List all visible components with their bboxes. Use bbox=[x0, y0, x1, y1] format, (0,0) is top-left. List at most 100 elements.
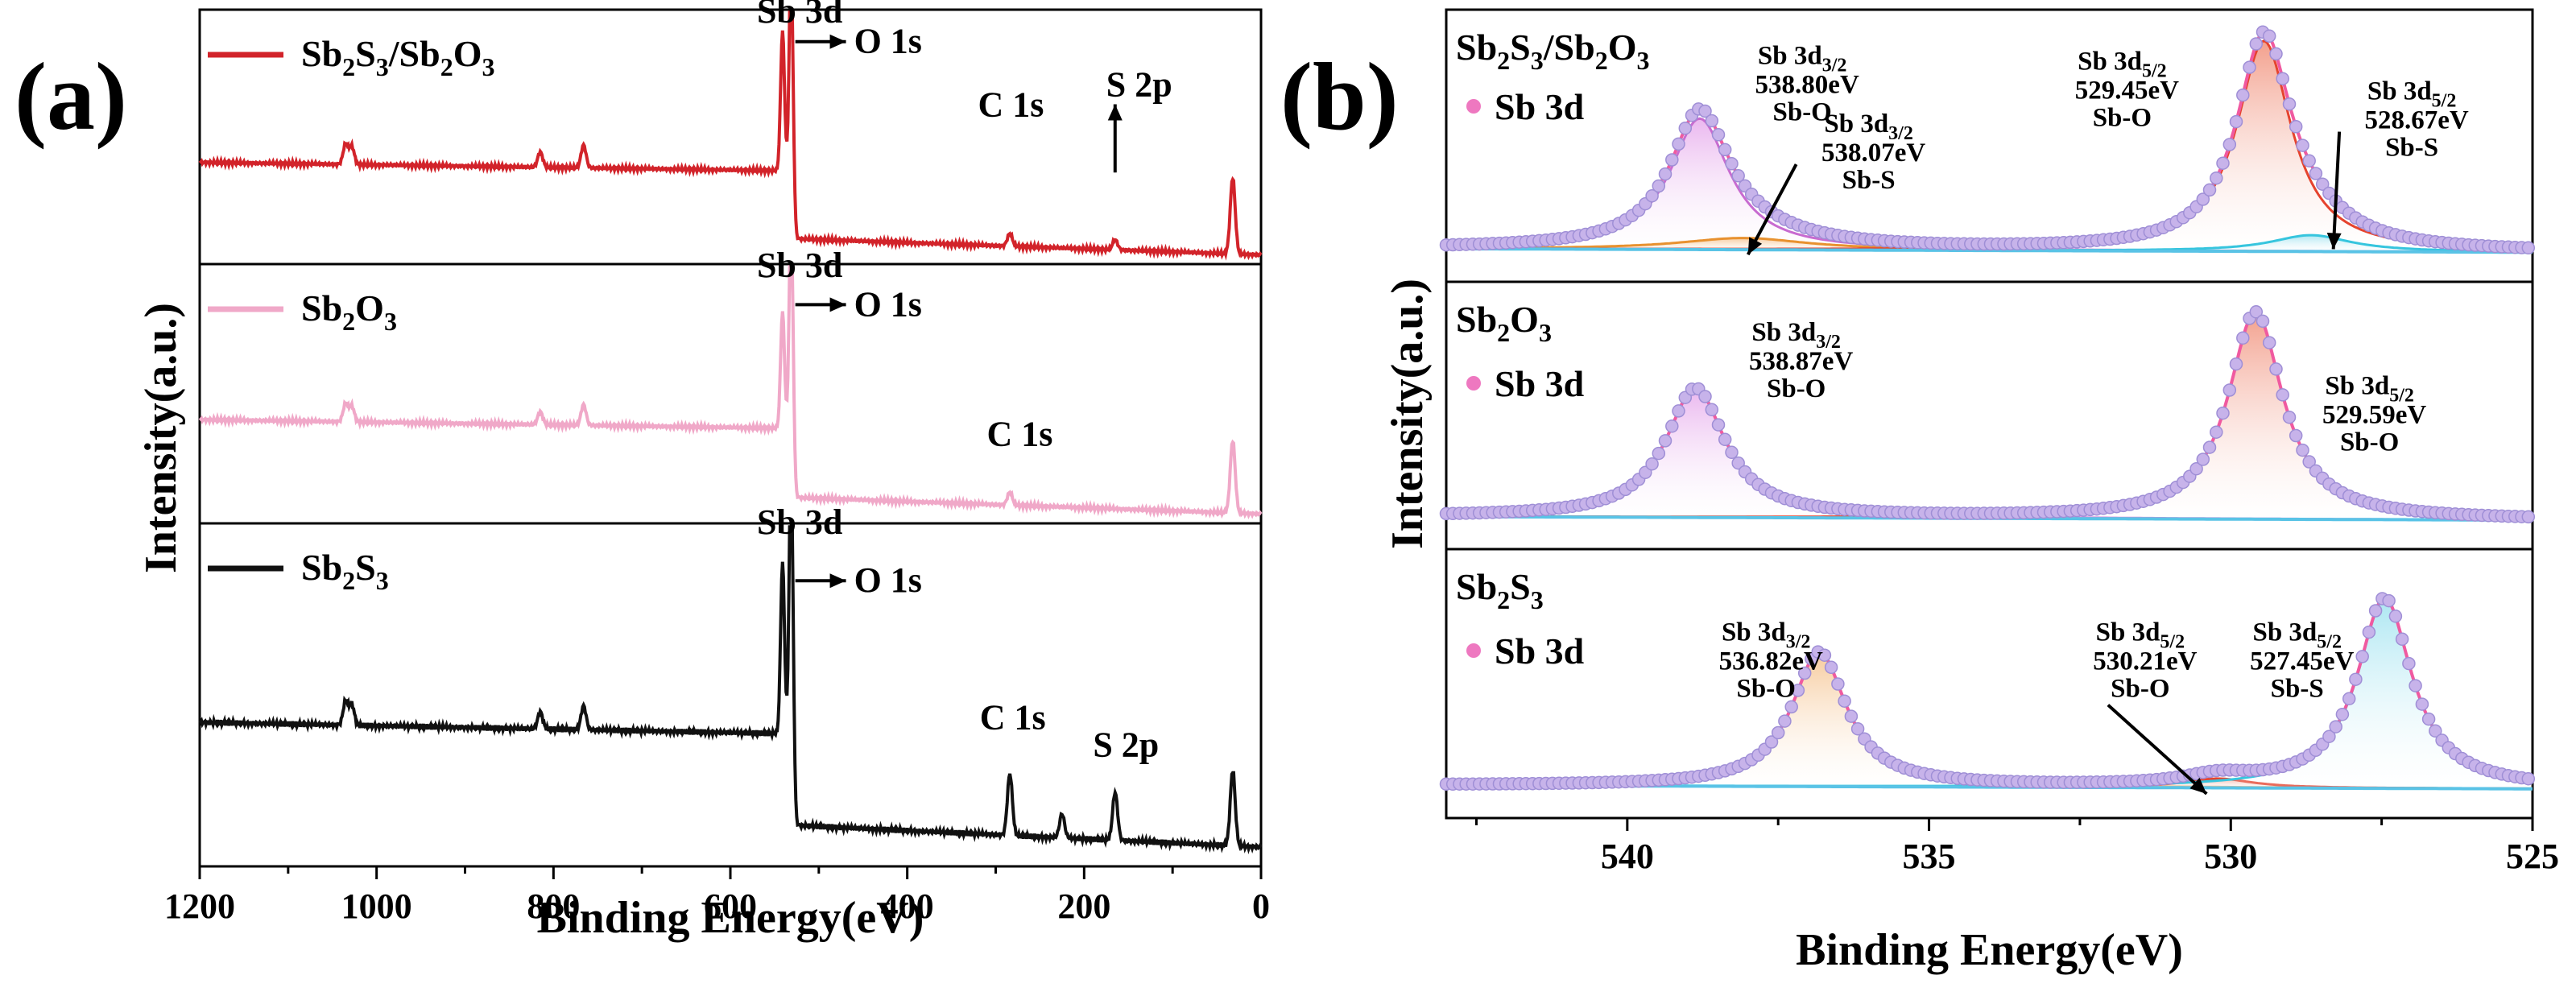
component-line-0-2 bbox=[1446, 39, 2533, 250]
peak-label-0-2: C 1s bbox=[978, 85, 1044, 125]
series-line-1 bbox=[198, 265, 1263, 520]
legend-label-1: Sb2O3 bbox=[301, 287, 397, 336]
data-point bbox=[2302, 154, 2316, 167]
data-point bbox=[2388, 610, 2403, 623]
panel-a: (a) Sb2S3/Sb2O3 Sb 3d O 1s C 1s S 2p Sb2O3 Sb 3… bbox=[14, 0, 1270, 943]
data-point bbox=[1824, 660, 1838, 675]
data-point bbox=[1791, 684, 1805, 697]
data-point bbox=[1764, 735, 1779, 749]
data-point bbox=[1850, 721, 1865, 736]
peak-label-2-0: Sb 3d bbox=[757, 502, 842, 542]
data-point bbox=[2210, 425, 2223, 439]
panel-b-frame bbox=[1445, 8, 2534, 820]
data-point bbox=[2269, 47, 2283, 61]
data-point bbox=[1665, 419, 1679, 433]
ann-arrow-2-1 bbox=[2107, 704, 2208, 796]
data-point bbox=[2196, 453, 2210, 466]
ann-bond-2-0: Sb-O bbox=[1737, 675, 1796, 704]
ann-bond-1-1: Sb-O bbox=[2340, 428, 2399, 457]
peak-label-0-1: O 1s bbox=[854, 22, 922, 61]
legend-label-0: Sb2S3/Sb2O3 bbox=[301, 33, 495, 81]
data-point bbox=[1698, 390, 1712, 403]
data-point bbox=[1731, 456, 1745, 470]
component-fill-1-1 bbox=[1446, 312, 2533, 520]
data-point bbox=[2429, 724, 2442, 738]
data-point bbox=[2256, 314, 2270, 329]
data-point bbox=[2229, 357, 2243, 371]
data-point bbox=[2335, 707, 2350, 721]
component-fill-1-0 bbox=[1446, 388, 2533, 520]
x-tick-label-b-3: 525 bbox=[2506, 837, 2559, 876]
data-point bbox=[1705, 114, 1719, 128]
data-point bbox=[2216, 156, 2230, 170]
x-tick-label-b-1: 535 bbox=[1903, 837, 1956, 876]
data-point bbox=[2269, 362, 2283, 376]
data-markers-0 bbox=[1439, 25, 2536, 255]
data-point bbox=[1718, 432, 1732, 447]
data-point bbox=[1658, 167, 1673, 181]
series-line-0 bbox=[198, 10, 1263, 261]
x-tick-label-a-6: 0 bbox=[1252, 886, 1270, 926]
data-point bbox=[1645, 188, 1659, 203]
data-point bbox=[1731, 169, 1745, 183]
data-point bbox=[1652, 446, 1666, 461]
peak-label-1-2: C 1s bbox=[987, 414, 1053, 453]
data-point bbox=[2210, 171, 2223, 185]
data-point bbox=[2322, 729, 2336, 743]
data-point bbox=[2289, 428, 2303, 443]
data-point bbox=[2236, 88, 2250, 102]
ann-energy-1-1: 529.59eV bbox=[2322, 400, 2426, 429]
data-point bbox=[1831, 677, 1845, 691]
data-point bbox=[2222, 383, 2237, 397]
data-point bbox=[2296, 443, 2309, 457]
data-point bbox=[2349, 672, 2363, 686]
x-tick-label-a-0: 1200 bbox=[164, 886, 235, 926]
data-point bbox=[2236, 331, 2250, 345]
ann-energy-1-0: 538.87eV bbox=[1749, 347, 1853, 376]
ann-energy-0-2: 529.45eV bbox=[2075, 76, 2179, 105]
o1s-arrow-2-head bbox=[829, 573, 846, 589]
component-fill-0-3 bbox=[1446, 235, 2533, 253]
panel-b-label: (b) bbox=[1280, 43, 1399, 150]
legend-name-b-2: Sb2S3 bbox=[1456, 566, 1544, 614]
x-tick-label-a-1: 1000 bbox=[341, 886, 412, 926]
data-point bbox=[1718, 143, 1732, 157]
data-point bbox=[1705, 403, 1719, 417]
data-point bbox=[1665, 153, 1679, 167]
data-point bbox=[1725, 157, 1739, 171]
peak-label-1-1: O 1s bbox=[854, 284, 922, 324]
data-point bbox=[2249, 305, 2264, 319]
data-point bbox=[2521, 510, 2536, 524]
peak-label-1-0: Sb 3d bbox=[757, 246, 842, 285]
legend-name-b-0: Sb2S3/Sb2O3 bbox=[1456, 27, 1650, 75]
data-point bbox=[2216, 406, 2230, 420]
o1s-arrow-0-head bbox=[829, 34, 846, 49]
data-point bbox=[2196, 192, 2210, 206]
component-fill-2-2 bbox=[1446, 598, 2533, 789]
data-point bbox=[2309, 167, 2323, 180]
x-tick-label-a-3: 600 bbox=[704, 886, 757, 926]
peak-label-2-2: C 1s bbox=[980, 698, 1046, 738]
ann-arrow-2-1-head bbox=[2189, 777, 2207, 794]
ann-arrow-0-3 bbox=[2331, 131, 2342, 250]
data-point bbox=[2368, 604, 2383, 618]
peak-label-2-3: S 2p bbox=[1093, 725, 1159, 765]
ann-energy-0-1: 538.07eV bbox=[1821, 138, 1925, 167]
data-point bbox=[1711, 128, 1726, 142]
ann-energy-0-0: 538.80eV bbox=[1755, 71, 1859, 100]
data-point bbox=[2402, 656, 2416, 671]
data-point bbox=[2302, 455, 2316, 469]
o1s-arrow-1-head bbox=[829, 297, 846, 312]
ann-bond-2-1: Sb-O bbox=[2111, 675, 2169, 704]
peak-label-2-1: O 1s bbox=[854, 560, 922, 600]
legend-item-b-2: Sb 3d bbox=[1495, 630, 1585, 672]
x-tick-label-b-2: 530 bbox=[2204, 837, 2257, 876]
data-point bbox=[1711, 418, 1726, 432]
data-point bbox=[1698, 104, 1712, 118]
data-point bbox=[1844, 709, 1859, 723]
y-axis-title-a: Intensity(a.u.) bbox=[136, 303, 186, 573]
data-point bbox=[1778, 714, 1792, 728]
data-point bbox=[2415, 697, 2429, 711]
